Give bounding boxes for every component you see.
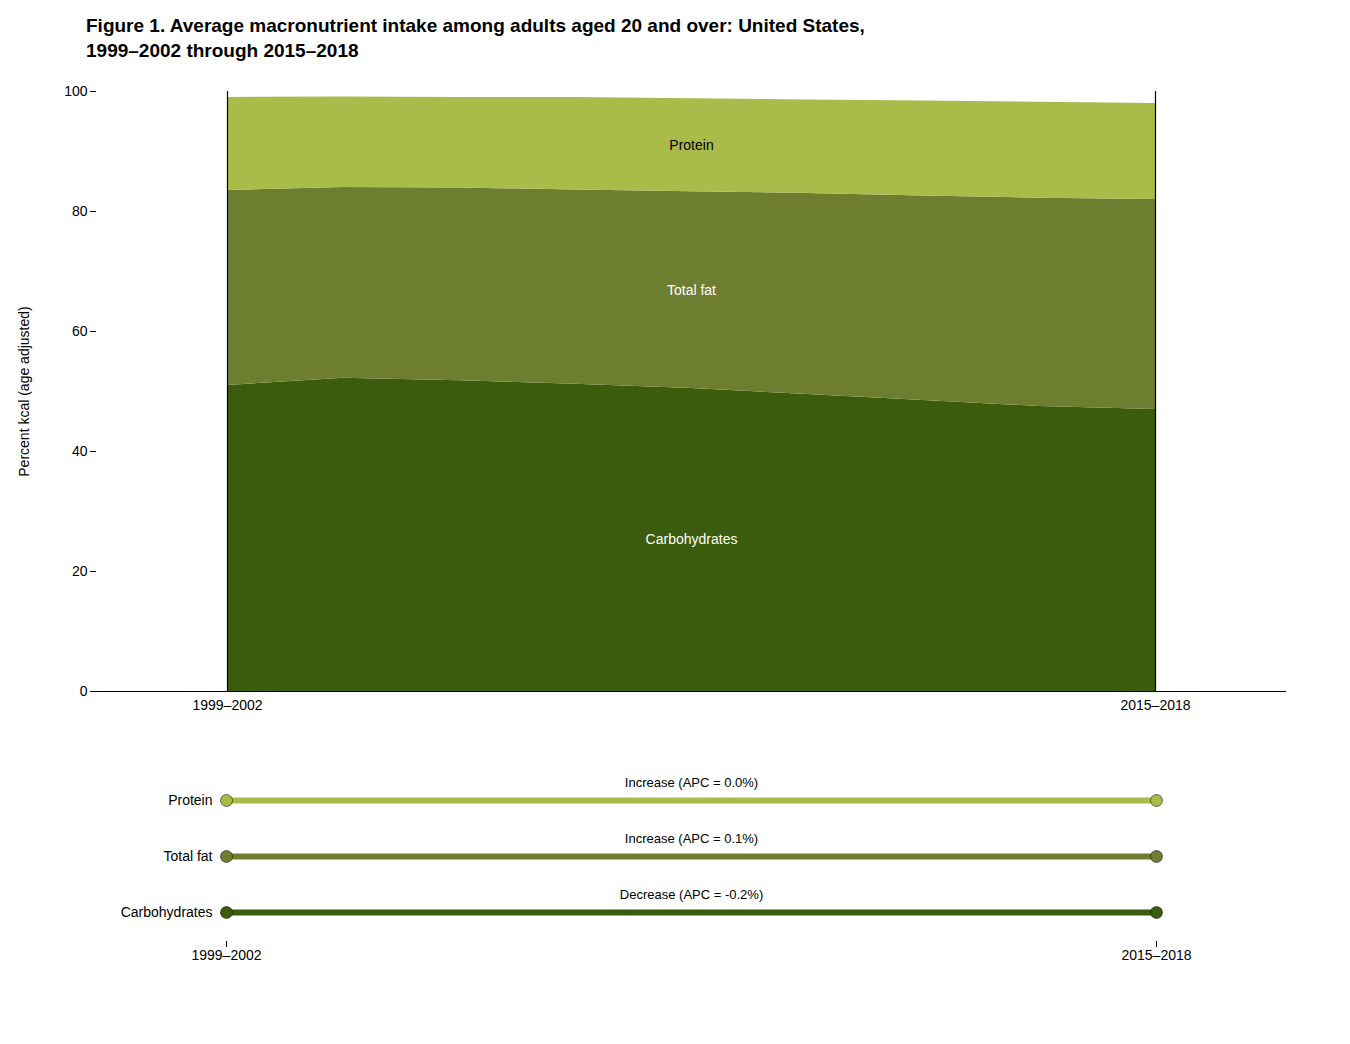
svg-text:Protein: Protein xyxy=(669,137,713,153)
svg-text:60: 60 xyxy=(72,323,88,339)
svg-text:20: 20 xyxy=(72,563,88,579)
svg-text:Total fat: Total fat xyxy=(667,282,716,298)
svg-text:40: 40 xyxy=(72,443,88,459)
svg-text:2015–2018: 2015–2018 xyxy=(1120,698,1190,714)
svg-text:1999–2002: 1999–2002 xyxy=(192,698,262,714)
svg-text:Protein: Protein xyxy=(168,792,212,808)
svg-text:Decrease (APC = -0.2%): Decrease (APC = -0.2%) xyxy=(620,887,763,902)
svg-text:1999–2002: 1999–2002 xyxy=(191,948,261,964)
svg-text:Increase (APC = 0.1%): Increase (APC = 0.1%) xyxy=(625,831,758,846)
svg-text:2015–2018: 2015–2018 xyxy=(1121,948,1191,964)
html-text:Figure 1. Average macronutrien: Figure 1. Average macronutrient intake a… xyxy=(86,15,865,61)
svg-text:Total fat: Total fat xyxy=(163,848,212,864)
svg-text:Increase (APC = 0.0%): Increase (APC = 0.0%) xyxy=(625,775,758,790)
svg-text:0: 0 xyxy=(80,683,88,699)
svg-text:Carbohydrates: Carbohydrates xyxy=(646,532,738,548)
svg-text:80: 80 xyxy=(72,203,88,219)
svg-text:Percent kcal (age adjusted): Percent kcal (age adjusted) xyxy=(16,307,32,477)
svg-text:100: 100 xyxy=(64,83,88,99)
svg-text:Carbohydrates: Carbohydrates xyxy=(121,904,213,920)
